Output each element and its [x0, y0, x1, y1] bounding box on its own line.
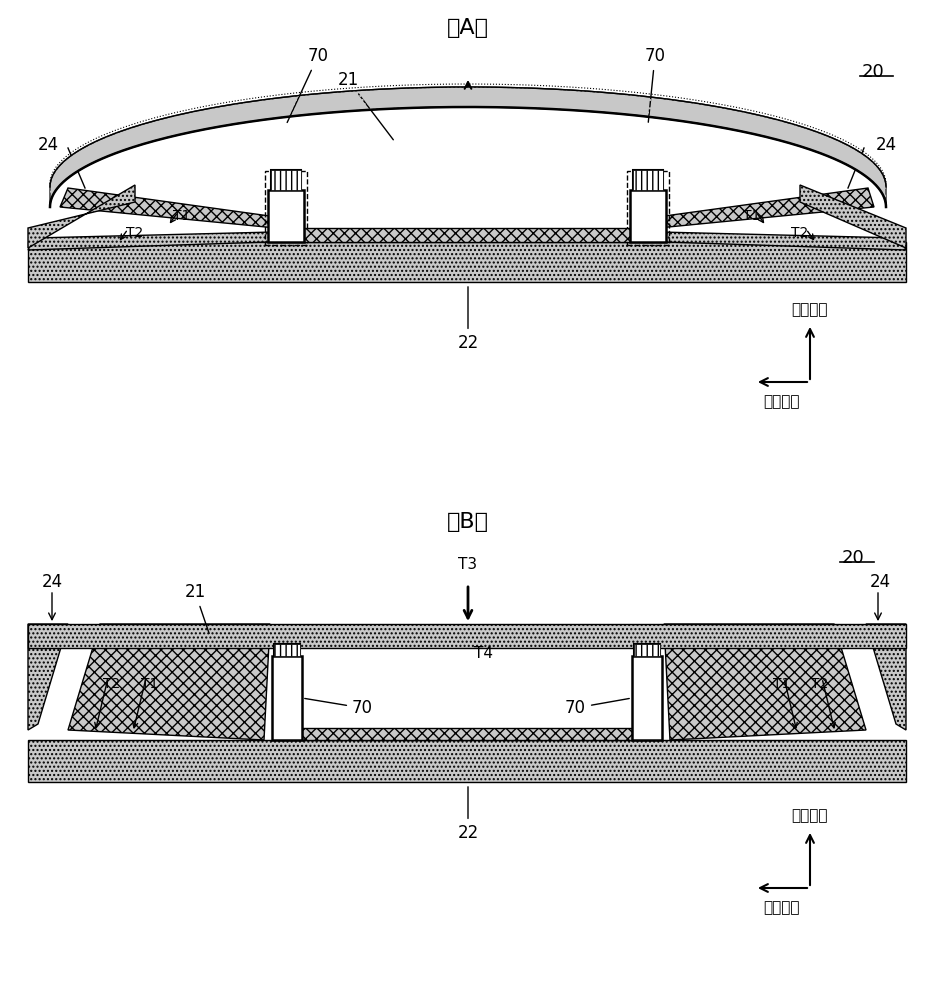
Text: 22: 22 [458, 787, 478, 842]
Text: T2: T2 [103, 677, 121, 691]
Text: T4: T4 [474, 646, 493, 661]
Bar [274, 644, 300, 656]
Text: T1: T1 [173, 209, 191, 223]
Bar [627, 171, 669, 245]
Bar [265, 171, 307, 245]
Text: T2: T2 [126, 226, 143, 240]
Text: 长度方向: 长度方向 [764, 900, 800, 915]
Polygon shape [28, 185, 135, 248]
Text: 21: 21 [337, 71, 393, 140]
Bar [28, 740, 906, 782]
Polygon shape [866, 624, 906, 730]
Text: T1: T1 [141, 677, 159, 691]
Bar [271, 170, 301, 190]
Bar [28, 242, 906, 282]
Text: （B）: （B） [447, 512, 489, 532]
Polygon shape [650, 188, 874, 228]
Polygon shape [28, 232, 274, 250]
Text: 70: 70 [287, 47, 329, 122]
Text: T1: T1 [743, 209, 761, 223]
Bar [634, 644, 660, 656]
Polygon shape [800, 185, 906, 248]
Bar [268, 190, 304, 242]
Bar [271, 170, 301, 190]
Text: 24: 24 [875, 136, 897, 154]
Text: 20: 20 [842, 549, 865, 567]
Text: 22: 22 [458, 287, 478, 352]
Text: 24: 24 [37, 136, 59, 154]
Polygon shape [50, 87, 886, 207]
Text: 长度方向: 长度方向 [764, 394, 800, 409]
Text: 厚度方向: 厚度方向 [792, 302, 828, 317]
Polygon shape [664, 624, 866, 740]
Text: 厚度方向: 厚度方向 [792, 808, 828, 823]
Polygon shape [660, 232, 906, 250]
Bar [633, 170, 663, 190]
Text: （A）: （A） [447, 18, 489, 38]
Bar [28, 624, 906, 648]
Text: 70: 70 [565, 698, 629, 717]
Text: 70: 70 [305, 698, 373, 717]
Text: 70: 70 [645, 47, 665, 122]
Polygon shape [60, 188, 284, 228]
Bar [634, 644, 660, 656]
Bar [633, 170, 663, 190]
Bar [302, 728, 632, 740]
Bar [304, 228, 630, 242]
Text: T2: T2 [812, 677, 828, 691]
Bar [274, 644, 300, 656]
Text: T3: T3 [459, 557, 477, 572]
Text: 24: 24 [41, 573, 63, 591]
Polygon shape [28, 624, 68, 730]
Text: 24: 24 [870, 573, 890, 591]
Text: T1: T1 [773, 677, 791, 691]
Bar [272, 656, 302, 740]
Text: 20: 20 [862, 63, 885, 81]
Bar [630, 190, 666, 242]
Text: T2: T2 [791, 226, 809, 240]
Text: 21: 21 [184, 583, 209, 633]
Bar [632, 656, 662, 740]
Polygon shape [68, 624, 270, 740]
